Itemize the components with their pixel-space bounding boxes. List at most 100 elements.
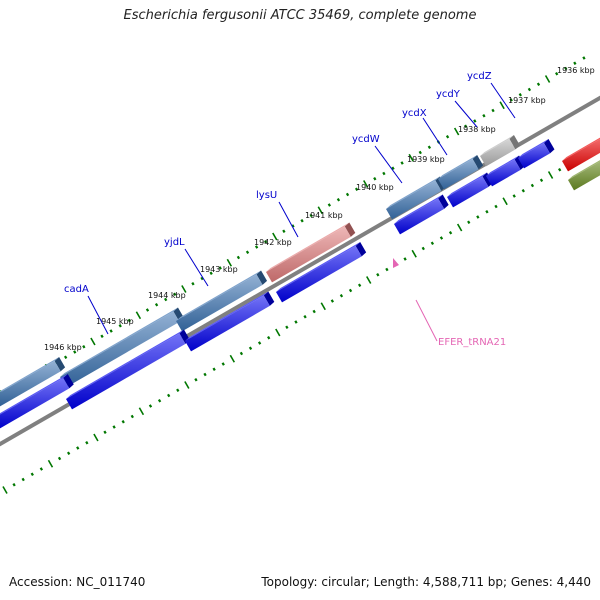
minor-tick xyxy=(354,187,359,192)
minor-tick xyxy=(400,161,404,165)
gene-top-face xyxy=(518,139,549,158)
minor-tick xyxy=(494,204,498,209)
minor-tick xyxy=(218,266,222,270)
minor-tick xyxy=(300,218,304,223)
scale-label: 1941 kbp xyxy=(305,211,343,220)
scale-label: 1943 kbp xyxy=(200,265,238,274)
gene-lysU xyxy=(266,222,356,283)
minor-tick xyxy=(257,341,262,345)
major-tick xyxy=(456,223,463,232)
gene-lower xyxy=(185,291,275,352)
gene-lower xyxy=(486,155,526,187)
gene-front-face xyxy=(185,295,270,352)
minor-tick xyxy=(521,188,525,193)
minor-tick xyxy=(39,467,44,471)
minor-tick xyxy=(482,113,486,118)
gene-lower xyxy=(518,139,555,169)
minor-tick xyxy=(485,209,489,214)
gene-segment xyxy=(0,357,66,407)
major-tick xyxy=(275,328,281,337)
gene-front-face xyxy=(518,143,550,169)
gene-end-face xyxy=(438,194,449,209)
gene-olive xyxy=(568,160,600,191)
minor-tick xyxy=(212,367,216,372)
major-tick xyxy=(90,337,96,346)
minor-tick xyxy=(473,119,477,123)
gene-label: ycdW xyxy=(352,134,380,145)
gene-label: ycdY xyxy=(436,89,461,100)
minor-tick xyxy=(536,82,541,87)
minor-tick xyxy=(564,66,568,71)
minor-tick xyxy=(445,134,450,139)
minor-tick xyxy=(236,255,241,260)
major-tick xyxy=(408,153,414,162)
major-tick xyxy=(184,381,190,389)
scale-label: 1937 kbp xyxy=(508,96,546,105)
gene-front-face xyxy=(66,333,186,410)
scale-label: 1938 kbp xyxy=(458,125,496,134)
scale-tick-row-lower xyxy=(2,152,589,494)
minor-tick xyxy=(148,404,153,408)
gene-label: ycdZ xyxy=(467,71,492,82)
major-tick xyxy=(181,285,187,293)
minor-tick xyxy=(30,472,34,477)
gene-front-face xyxy=(486,159,521,187)
minor-tick xyxy=(418,150,422,155)
minor-tick xyxy=(191,281,195,286)
gene-front-face xyxy=(0,378,70,429)
major-tick xyxy=(366,276,372,284)
major-tick xyxy=(363,180,369,188)
minor-tick xyxy=(339,293,344,298)
gene-label: cadA xyxy=(64,284,89,295)
minor-tick xyxy=(421,246,425,251)
minor-tick xyxy=(264,239,268,244)
minor-tick xyxy=(357,283,362,288)
scale-label: 1946 kbp xyxy=(44,343,82,352)
minor-tick xyxy=(439,236,444,240)
minor-tick xyxy=(539,178,544,183)
minor-tick xyxy=(303,314,307,319)
gene-end-face xyxy=(543,139,555,154)
minor-tick xyxy=(491,108,495,113)
gene-leader-line xyxy=(374,145,403,184)
minor-tick xyxy=(530,183,535,188)
minor-tick xyxy=(573,61,577,66)
minor-tick xyxy=(512,194,516,198)
minor-tick xyxy=(518,92,522,97)
minor-tick xyxy=(173,292,177,297)
minor-tick xyxy=(345,192,350,197)
gene-leader-line xyxy=(184,248,209,287)
minor-tick xyxy=(145,308,150,312)
minor-tick xyxy=(109,329,113,333)
minor-tick xyxy=(167,393,171,398)
minor-tick xyxy=(327,203,332,207)
major-tick xyxy=(47,459,54,468)
gene-top-face xyxy=(394,194,443,224)
minor-tick xyxy=(382,171,386,176)
gene-front-face xyxy=(266,226,351,283)
accession-label: Accession: NC_011740 xyxy=(9,575,146,589)
gene-front-face xyxy=(568,161,600,191)
gene-front-face xyxy=(176,274,263,332)
minor-tick xyxy=(267,335,271,340)
page-title: Escherichia fergusonii ATCC 35469, compl… xyxy=(123,8,477,23)
minor-tick xyxy=(291,224,295,228)
gene-leader-line xyxy=(87,295,109,335)
minor-tick xyxy=(176,388,180,393)
minor-tick xyxy=(12,482,16,487)
gene-front-face xyxy=(0,361,61,407)
gene-red xyxy=(562,137,600,172)
gene-end-face xyxy=(514,155,526,170)
gene-top-face xyxy=(438,155,478,179)
scale-label: 1942 kbp xyxy=(254,238,292,247)
minor-tick xyxy=(558,167,562,172)
minor-tick xyxy=(200,276,204,281)
minor-tick xyxy=(245,250,250,255)
gene-top-face xyxy=(60,307,178,377)
gene-top-face xyxy=(486,155,520,176)
gene-leader-line xyxy=(454,100,478,128)
gene-end-face xyxy=(509,135,520,150)
gene-label: lysU xyxy=(256,190,277,201)
gene-top-face xyxy=(386,176,440,209)
minor-tick xyxy=(194,377,198,382)
